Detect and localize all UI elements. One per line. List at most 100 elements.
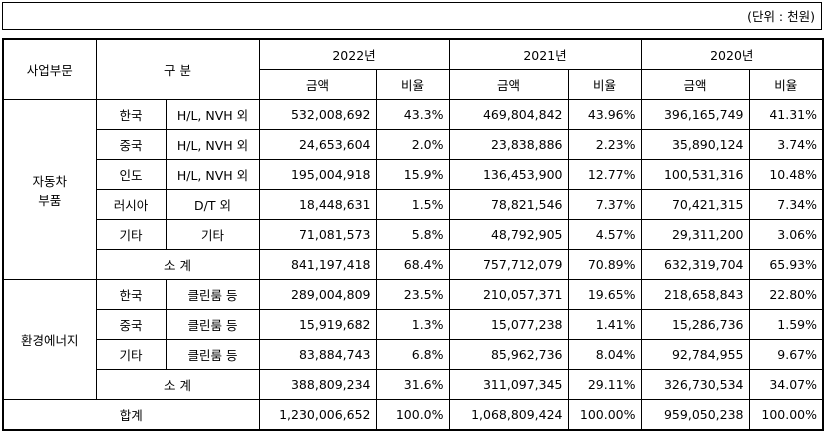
category-cell: H/L, NVH 외 (165, 99, 260, 130)
category-cell: 러시아 (95, 189, 167, 220)
category-cell: 기타 (95, 339, 167, 370)
category-cell: 한국 (95, 279, 167, 310)
sub-header: 비율 (748, 69, 824, 100)
value-cell: 15,077,238 (448, 309, 569, 340)
value-cell: 85,962,736 (448, 339, 569, 370)
sub-header: 금액 (640, 69, 750, 100)
value-cell: 1,068,809,424 (448, 399, 569, 431)
table-row: 합계 1,230,006,652 100.0% 1,068,809,424 100.00… (2, 399, 824, 431)
subtotal-label: 소 계 (95, 249, 260, 280)
value-cell: 1.59% (748, 309, 824, 340)
sub-header: 비율 (375, 69, 450, 100)
value-cell: 2.0% (375, 129, 450, 160)
year-header: 2020년 (640, 38, 824, 70)
table-row: 환경에너지 한국 클린룸 등 289,004,809 23.5% 210,057,371 1… (2, 279, 824, 400)
value-cell: 1.3% (375, 309, 450, 340)
value-cell: 34.07% (748, 369, 824, 400)
category-cell: H/L, NVH 외 (165, 159, 260, 190)
header-cell: 사업부문 (2, 38, 97, 100)
value-cell: 757,712,079 (448, 249, 569, 280)
table-row: 중국 클린룸 등 15,919,682 1.3% 15,077,238 1.41% 15,2… (3, 309, 824, 340)
value-cell: 100,531,316 (640, 159, 750, 190)
table-row: 자동차 부품 한국 H/L, NVH 외 532,008,692 43.3% 469,80… (2, 99, 824, 280)
value-cell: 195,004,918 (258, 159, 377, 190)
value-cell: 136,453,900 (448, 159, 569, 190)
value-cell: 1.5% (375, 189, 450, 220)
value-cell: 70.89% (567, 249, 642, 280)
category-cell: D/T 외 (165, 189, 260, 220)
value-cell: 469,804,842 (448, 99, 569, 130)
table-row: 기타 기타 71,081,573 5.8% 48,792,905 4.57% 29,311,… (3, 219, 824, 250)
value-cell: 388,809,234 (258, 369, 377, 400)
value-cell: 7.34% (748, 189, 824, 220)
value-cell: 31.6% (375, 369, 450, 400)
value-cell: 5.8% (375, 219, 450, 250)
value-cell: 632,319,704 (640, 249, 750, 280)
category-cell: 기타 (95, 219, 167, 250)
value-cell: 8.04% (567, 339, 642, 370)
value-cell: 959,050,238 (640, 399, 750, 431)
segment-cell: 자동차 부품 (2, 99, 97, 280)
category-cell: 기타 (165, 219, 260, 250)
value-cell: 1,230,006,652 (258, 399, 377, 431)
table-row: 인도 H/L, NVH 외 195,004,918 15.9% 136,453,900 1… (3, 159, 824, 190)
value-cell: 100.00% (567, 399, 642, 431)
year-header: 2022년 (258, 38, 450, 70)
segment-cell: 환경에너지 (2, 279, 97, 400)
value-cell: 15.9% (375, 159, 450, 190)
value-cell: 4.57% (567, 219, 642, 250)
value-cell: 9.67% (748, 339, 824, 370)
header-cell: 구 분 (95, 38, 260, 100)
value-cell: 29,311,200 (640, 219, 750, 250)
value-cell: 48,792,905 (448, 219, 569, 250)
table-row: 기타 클린룸 등 83,884,743 6.8% 85,962,736 8.04% 92,7… (3, 339, 824, 370)
value-cell: 1.41% (567, 309, 642, 340)
category-cell: 클린룸 등 (165, 339, 260, 370)
table-row: 사업부문 구 분 2022년 2021년 2020년 (2, 38, 824, 100)
value-cell: 3.06% (748, 219, 824, 250)
sales-table: 사업부문 구 분 2022년 2021년 2020년 금액 비율 금액 비율 금액 비율 자동차 부품… (2, 38, 825, 431)
value-cell: 70,421,315 (640, 189, 750, 220)
value-cell: 19.65% (567, 279, 642, 310)
value-cell: 12.77% (567, 159, 642, 190)
unit-note: (단위 : 천원) (2, 2, 822, 30)
value-cell: 6.8% (375, 339, 450, 370)
value-cell: 841,197,418 (258, 249, 377, 280)
table-row: 금액 비율 금액 비율 금액 비율 (3, 69, 824, 100)
value-cell: 43.3% (375, 99, 450, 130)
value-cell: 92,784,955 (640, 339, 750, 370)
value-cell: 15,919,682 (258, 309, 377, 340)
value-cell: 2.23% (567, 129, 642, 160)
table-row: 중국 H/L, NVH 외 24,653,604 2.0% 23,838,886 2.23… (3, 129, 824, 160)
table-row: 러시아 D/T 외 18,448,631 1.5% 78,821,546 7.37% 70,… (3, 189, 824, 220)
value-cell: 100.0% (375, 399, 450, 431)
category-cell: 클린룸 등 (165, 309, 260, 340)
value-cell: 7.37% (567, 189, 642, 220)
sub-header: 비율 (567, 69, 642, 100)
value-cell: 68.4% (375, 249, 450, 280)
value-cell: 532,008,692 (258, 99, 377, 130)
value-cell: 15,286,736 (640, 309, 750, 340)
value-cell: 43.96% (567, 99, 642, 130)
value-cell: 24,653,604 (258, 129, 377, 160)
value-cell: 10.48% (748, 159, 824, 190)
value-cell: 41.31% (748, 99, 824, 130)
table-row: 소 계 841,197,418 68.4% 757,712,079 70.89% 632,… (3, 249, 824, 280)
value-cell: 210,057,371 (448, 279, 569, 310)
category-cell: 중국 (95, 309, 167, 340)
category-cell: H/L, NVH 외 (165, 129, 260, 160)
value-cell: 65.93% (748, 249, 824, 280)
category-cell: 클린룸 등 (165, 279, 260, 310)
value-cell: 83,884,743 (258, 339, 377, 370)
value-cell: 78,821,546 (448, 189, 569, 220)
value-cell: 22.80% (748, 279, 824, 310)
value-cell: 218,658,843 (640, 279, 750, 310)
table-body: 사업부문 구 분 2022년 2021년 2020년 금액 비율 금액 비율 금액 비율 자동차 부품… (2, 38, 824, 431)
category-cell: 중국 (95, 129, 167, 160)
category-cell: 인도 (95, 159, 167, 190)
table-row: 소 계 388,809,234 31.6% 311,097,345 29.11% 326,… (3, 369, 824, 400)
value-cell: 3.74% (748, 129, 824, 160)
value-cell: 326,730,534 (640, 369, 750, 400)
value-cell: 100.00% (748, 399, 824, 431)
